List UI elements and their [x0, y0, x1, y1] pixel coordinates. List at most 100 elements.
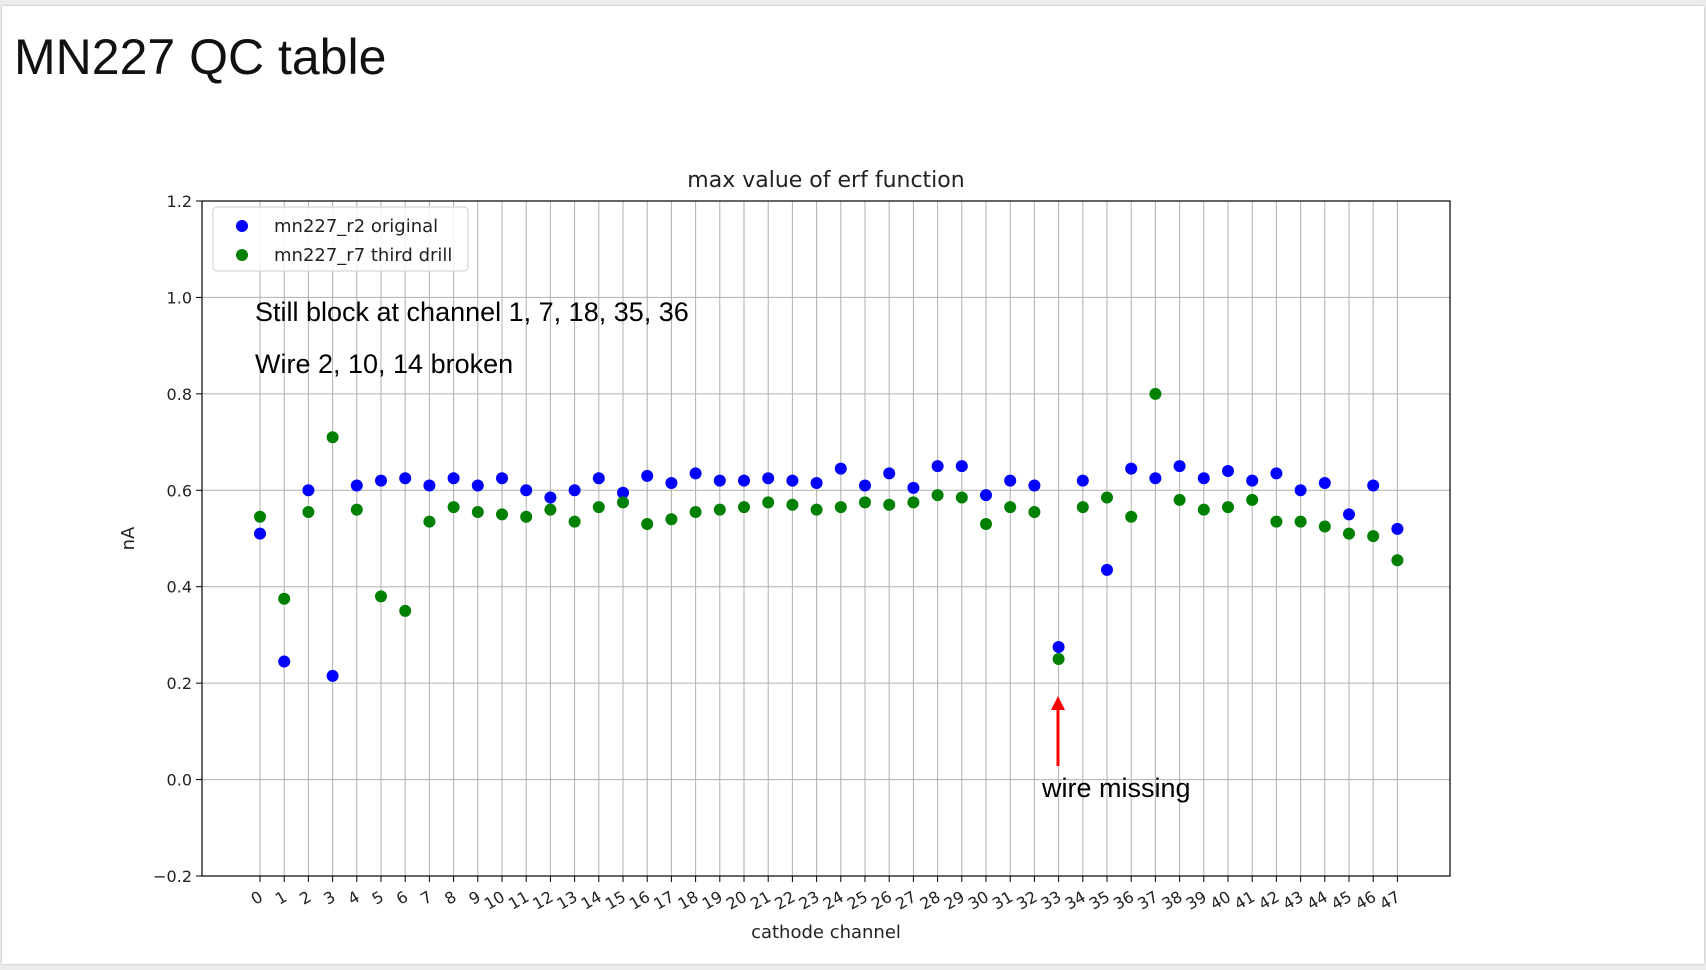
- r2-data-point: [520, 484, 533, 497]
- y-tick-label: 0.2: [167, 674, 192, 693]
- r7-data-point: [278, 592, 291, 605]
- r7-data-point: [254, 510, 266, 523]
- legend-label-r2: mn227_r2 original: [274, 216, 438, 237]
- x-tick-label: 7: [417, 887, 435, 909]
- x-tick-label: 40: [1207, 887, 1234, 914]
- r7-data-point: [641, 518, 654, 531]
- r7-data-point: [1173, 493, 1186, 506]
- r7-data-point: [617, 496, 629, 509]
- r2-data-point: [955, 460, 968, 473]
- r7-data-point: [738, 501, 750, 514]
- r7-data-point: [1101, 491, 1113, 504]
- x-tick-label: 8: [441, 887, 459, 909]
- r7-data-point: [568, 515, 581, 528]
- x-tick-label: 27: [892, 887, 919, 914]
- x-tick-label: 24: [820, 887, 847, 914]
- x-tick-label: 46: [1352, 887, 1379, 914]
- x-tick-label: 31: [989, 887, 1016, 914]
- x-tick-label: 19: [699, 887, 726, 914]
- grid-lines: [202, 200, 1450, 877]
- r7-data-point: [1149, 387, 1162, 400]
- r2-data-point: [665, 477, 678, 490]
- r2-data-point: [1318, 477, 1331, 490]
- r7-data-point: [1197, 503, 1210, 516]
- r2-data-point: [471, 479, 484, 492]
- r2-data-point: [859, 479, 871, 492]
- r7-data-point: [1391, 554, 1404, 567]
- r7-data-point: [1246, 493, 1259, 506]
- x-tick-label: 30: [965, 887, 992, 914]
- note-wire-broken: Wire 2, 10, 14 broken: [255, 349, 514, 379]
- x-tick-label: 23: [795, 887, 822, 914]
- r7-data-point: [689, 505, 702, 518]
- x-tick-label: 47: [1376, 887, 1403, 914]
- x-tick-label: 4: [344, 887, 362, 909]
- scatter-chart: 0 1 2 3 4 5 6 7 8 9101112131415161718192021222324…: [118, 168, 1451, 943]
- y-tick-label: 1.0: [167, 288, 192, 307]
- x-tick-label: 12: [529, 887, 556, 914]
- legend-box: [212, 206, 469, 272]
- arrow-head: [1051, 696, 1065, 710]
- x-tick-label: 2: [296, 887, 314, 909]
- r2-data-point: [713, 474, 726, 487]
- r2-data-point: [1052, 640, 1065, 653]
- r2-data-point: [738, 474, 750, 487]
- x-tick-label: 44: [1304, 887, 1331, 914]
- r7-data-point: [496, 508, 508, 521]
- y-axis-label: nA: [118, 526, 139, 550]
- r2-data-point: [496, 472, 508, 485]
- r7-data-point: [375, 590, 387, 603]
- y-tick-label: 0.6: [167, 481, 192, 500]
- data-points: [254, 387, 1404, 682]
- r7-data-point: [1318, 520, 1331, 533]
- x-tick-label: 28: [916, 887, 943, 914]
- r2-data-point: [399, 472, 412, 485]
- arrow-annotation: [1051, 696, 1065, 766]
- r2-data-point: [786, 474, 799, 487]
- legend-marker-r2: [236, 220, 248, 232]
- r7-data-point: [810, 503, 823, 516]
- r2-data-point: [326, 669, 339, 682]
- x-tick-label: 45: [1328, 887, 1355, 914]
- x-tick-label: 39: [1183, 887, 1210, 914]
- r7-data-point: [1343, 527, 1355, 540]
- r2-data-point: [762, 472, 775, 485]
- r2-data-point: [544, 491, 557, 504]
- r7-data-point: [980, 518, 992, 531]
- r2-data-point: [689, 467, 702, 480]
- r7-data-point: [423, 515, 436, 528]
- r2-data-point: [278, 655, 291, 668]
- x-tick-label: 14: [578, 887, 605, 914]
- r2-data-point: [834, 462, 847, 475]
- x-tick-label: 37: [1134, 887, 1161, 914]
- x-axis-label: cathode channel: [751, 922, 901, 943]
- r2-data-point: [1294, 484, 1307, 497]
- r7-data-point: [1222, 501, 1234, 514]
- r2-data-point: [1270, 467, 1283, 480]
- r7-data-point: [1270, 515, 1283, 528]
- x-tick-label: 29: [941, 887, 968, 914]
- r2-data-point: [592, 472, 605, 485]
- x-tick-label: 22: [771, 887, 798, 914]
- x-tick-label: 17: [650, 887, 677, 914]
- r7-data-point: [326, 431, 339, 444]
- r2-data-point: [1222, 465, 1234, 477]
- x-tick-label: 25: [844, 887, 871, 914]
- r7-data-point: [713, 503, 726, 516]
- r2-data-point: [447, 472, 460, 485]
- r2-data-point: [1246, 474, 1259, 487]
- r2-data-point: [1028, 479, 1041, 492]
- y-tick-label: 0.8: [167, 385, 192, 404]
- legend: mn227_r2 original mn227_r7 third drill: [212, 206, 469, 272]
- x-tick-label: 43: [1279, 887, 1306, 914]
- r7-data-point: [907, 496, 920, 509]
- r2-data-point: [883, 467, 896, 480]
- r2-data-point: [1197, 472, 1210, 485]
- r7-data-point: [544, 503, 557, 516]
- r7-data-point: [931, 489, 944, 502]
- r2-data-point: [423, 479, 436, 492]
- r2-data-point: [568, 484, 581, 497]
- x-tick-label: 3: [320, 887, 338, 909]
- r7-data-point: [883, 498, 896, 511]
- y-tick-label: 1.2: [167, 192, 192, 211]
